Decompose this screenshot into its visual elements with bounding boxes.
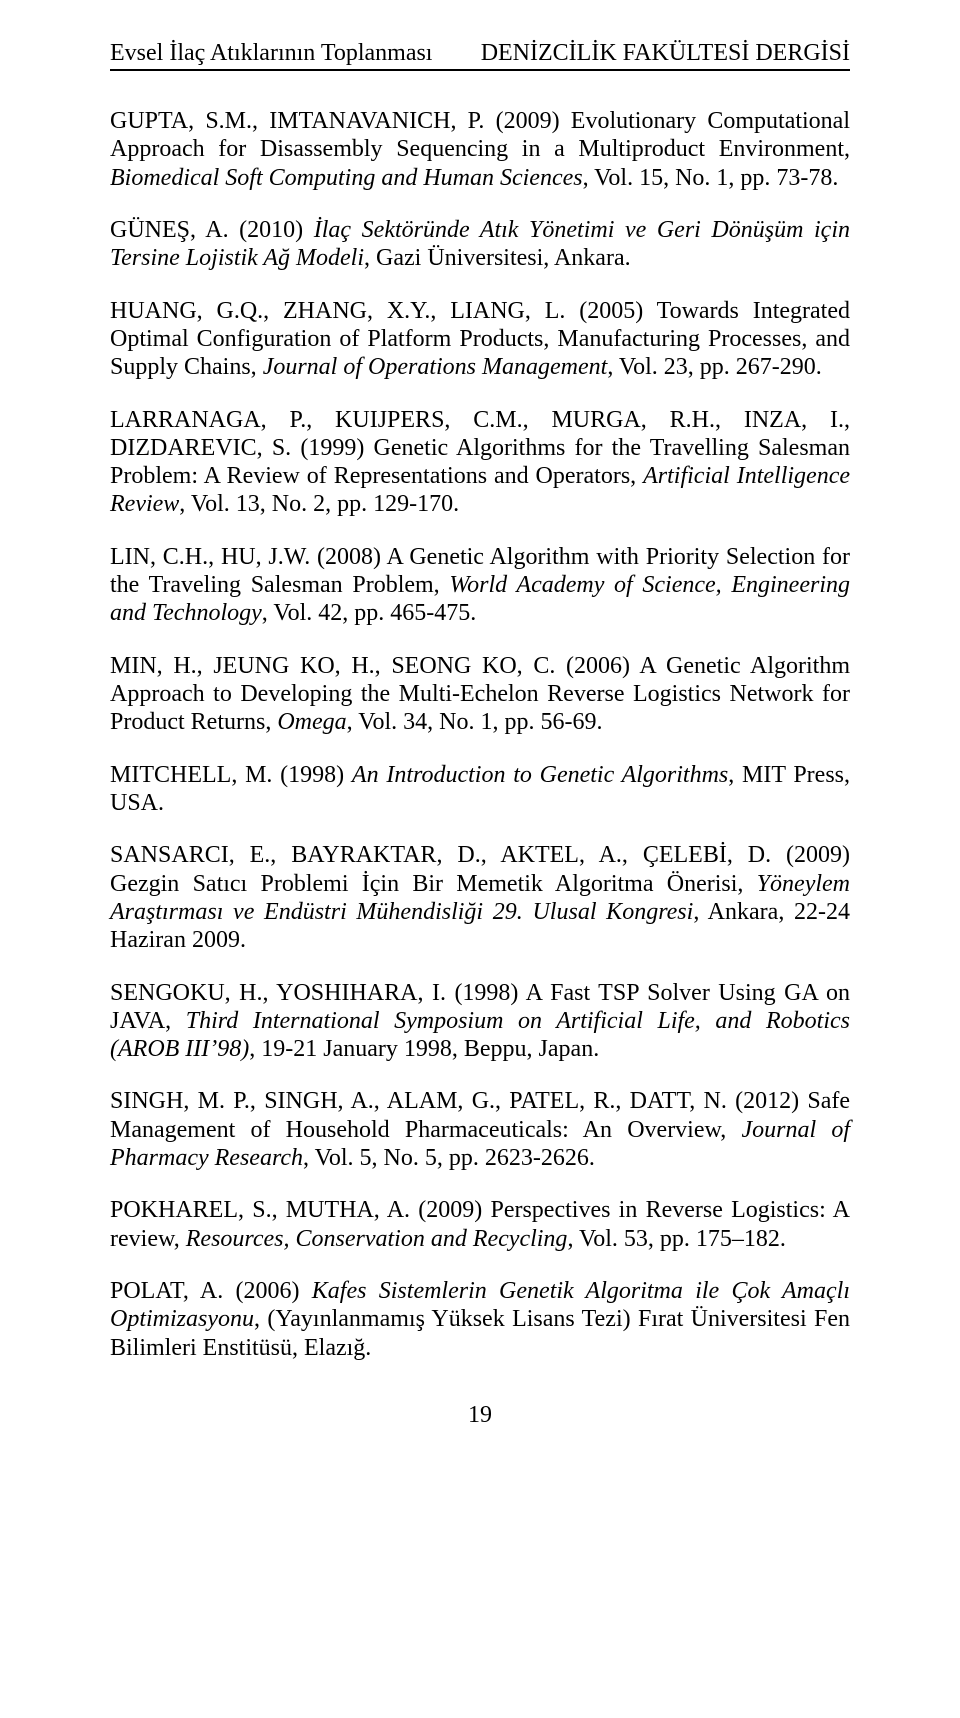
ref-text: , 19-21 January 1998, Beppu, Japan.	[249, 1036, 599, 1062]
reference-entry: SINGH, M. P., SINGH, A., ALAM, G., PATEL…	[110, 1087, 850, 1172]
reference-entry: SANSARCI, E., BAYRAKTAR, D., AKTEL, A., …	[110, 841, 850, 954]
reference-entry: MIN, H., JEUNG KO, H., SEONG KO, C. (200…	[110, 652, 850, 737]
ref-text: , Vol. 34, No. 1, pp. 56-69.	[347, 709, 603, 735]
reference-entry: LIN, C.H., HU, J.W. (2008) A Genetic Alg…	[110, 543, 850, 628]
ref-text: , Vol. 53, pp. 175–182.	[567, 1226, 785, 1252]
reference-entry: HUANG, G.Q., ZHANG, X.Y., LIANG, L. (200…	[110, 297, 850, 382]
ref-text: , Vol. 13, No. 2, pp. 129-170.	[179, 491, 459, 517]
reference-entry: LARRANAGA, P., KUIJPERS, C.M., MURGA, R.…	[110, 406, 850, 519]
reference-entry: GUPTA, S.M., IMTANAVANICH, P. (2009) Evo…	[110, 107, 850, 192]
ref-text: , Vol. 15, No. 1, pp. 73-78.	[583, 165, 839, 191]
ref-text: , Vol. 42, pp. 465-475.	[262, 600, 476, 626]
ref-text: MITCHELL, M. (1998)	[110, 762, 352, 788]
ref-italic: Biomedical Soft Computing and Human Scie…	[110, 165, 583, 191]
running-header: Evsel İlaç Atıklarının Toplanması DENİZC…	[110, 40, 850, 71]
reference-entry: MITCHELL, M. (1998) An Introduction to G…	[110, 761, 850, 818]
ref-italic: Resources, Conservation and Recycling	[186, 1226, 568, 1252]
ref-text: , Vol. 5, No. 5, pp. 2623-2626.	[303, 1145, 595, 1171]
ref-italic: An Introduction to Genetic Algorithms	[352, 762, 728, 788]
ref-italic: Omega	[277, 709, 346, 735]
ref-text: POLAT, A. (2006)	[110, 1278, 312, 1304]
ref-text: SINGH, M. P., SINGH, A., ALAM, G., PATEL…	[110, 1088, 850, 1142]
reference-entry: POKHAREL, S., MUTHA, A. (2009) Perspecti…	[110, 1196, 850, 1253]
ref-text: GUPTA, S.M., IMTANAVANICH, P. (2009) Evo…	[110, 108, 850, 162]
page: Evsel İlaç Atıklarının Toplanması DENİZC…	[0, 0, 960, 1718]
ref-italic: Journal of Operations Management	[263, 354, 608, 380]
page-number: 19	[110, 1402, 850, 1429]
reference-entry: GÜNEŞ, A. (2010) İlaç Sektöründe Atık Yö…	[110, 216, 850, 273]
header-left: Evsel İlaç Atıklarının Toplanması	[110, 40, 432, 67]
reference-entry: POLAT, A. (2006) Kafes Sistemlerin Genet…	[110, 1277, 850, 1362]
ref-text: GÜNEŞ, A. (2010)	[110, 217, 314, 243]
reference-entry: SENGOKU, H., YOSHIHARA, I. (1998) A Fast…	[110, 979, 850, 1064]
ref-text: , Gazi Üniversitesi, Ankara.	[364, 245, 631, 271]
ref-text: SANSARCI, E., BAYRAKTAR, D., AKTEL, A., …	[110, 842, 850, 896]
ref-text: , Vol. 23, pp. 267-290.	[607, 354, 821, 380]
header-right: DENİZCİLİK FAKÜLTESİ DERGİSİ	[481, 40, 850, 67]
